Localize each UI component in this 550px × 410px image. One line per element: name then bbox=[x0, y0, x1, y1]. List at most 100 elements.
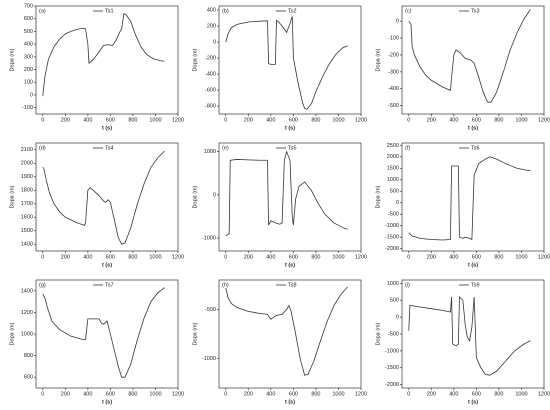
y-tick-label: 300 bbox=[24, 54, 33, 60]
y-axis-label: Dopa (m) bbox=[375, 185, 381, 208]
y-axis-label: Dopa (m) bbox=[9, 322, 15, 345]
panel-label: (a) bbox=[39, 8, 46, 14]
x-tick-label: 0 bbox=[407, 117, 410, 123]
x-tick-label: 1000 bbox=[149, 117, 161, 123]
panel: 0 200 400 600 800 1000 1200 -800 -600 -400 -200 0 20… bbox=[192, 5, 367, 131]
y-tick-label: 2500 bbox=[387, 143, 399, 149]
x-axis-label: t (s) bbox=[102, 125, 112, 131]
panel-label: (g) bbox=[39, 282, 46, 288]
plot-frame bbox=[401, 142, 545, 252]
x-tick-label: 800 bbox=[494, 391, 503, 397]
y-axis-label: Dopa (m) bbox=[375, 48, 381, 71]
y-tick-label: -200 bbox=[388, 52, 399, 58]
panel: 0 200 400 600 800 1000 1200 -100 0 100 200 300 400 50… bbox=[9, 3, 184, 131]
plot-frame bbox=[401, 279, 545, 389]
data-line bbox=[408, 295, 531, 376]
x-tick-label: 1200 bbox=[538, 117, 550, 123]
y-tick-label: 2100 bbox=[21, 147, 33, 153]
legend-label: Ts8 bbox=[288, 282, 297, 288]
y-tick-label: 2000 bbox=[21, 161, 33, 167]
x-tick-label: 600 bbox=[472, 117, 481, 123]
y-tick-label: -500 bbox=[388, 103, 399, 109]
y-tick-label: 500 bbox=[390, 298, 399, 304]
y-tick-label: -1000 bbox=[202, 356, 216, 362]
y-tick-label: 1800 bbox=[21, 188, 33, 194]
legend-label: Ts7 bbox=[105, 282, 114, 288]
panel-label: (d) bbox=[39, 145, 46, 151]
data-line bbox=[225, 150, 348, 237]
y-tick-label: -300 bbox=[388, 69, 399, 75]
panel-label: (c) bbox=[405, 8, 412, 14]
x-tick-label: 0 bbox=[41, 391, 44, 397]
y-tick-label: 2000 bbox=[387, 154, 399, 160]
y-axis-label: Dopa (m) bbox=[192, 48, 198, 71]
y-tick-label: -500 bbox=[388, 212, 399, 218]
y-tick-label: 400 bbox=[207, 7, 216, 13]
panel-label: (f) bbox=[405, 145, 410, 151]
x-tick-label: 200 bbox=[61, 254, 70, 260]
panel: 0 200 400 600 800 1000 1200 600 800 1000 1200 1400 t… bbox=[9, 279, 184, 405]
x-tick-label: 0 bbox=[407, 391, 410, 397]
panel: 0 200 400 600 800 1000 1200 -2000 -1500 -1000 -500… bbox=[375, 279, 550, 405]
x-tick-label: 400 bbox=[266, 117, 275, 123]
x-axis-label: t (s) bbox=[468, 399, 478, 405]
x-tick-label: 400 bbox=[266, 391, 275, 397]
y-axis-label: Dopa (m) bbox=[9, 48, 15, 71]
y-tick-label: 0 bbox=[396, 315, 399, 321]
y-tick-label: 1500 bbox=[387, 166, 399, 172]
y-axis-label: Dopa (m) bbox=[9, 185, 15, 208]
x-tick-label: 600 bbox=[472, 391, 481, 397]
plot-frame bbox=[218, 279, 362, 389]
legend-label: Ts9 bbox=[471, 282, 480, 288]
x-tick-label: 400 bbox=[83, 117, 92, 123]
plot-frame bbox=[401, 5, 545, 115]
y-tick-label: 400 bbox=[24, 42, 33, 48]
y-tick-label: 0 bbox=[213, 192, 216, 198]
y-tick-label: 1900 bbox=[21, 174, 33, 180]
y-tick-label: 1000 bbox=[387, 281, 399, 287]
x-tick-label: 1200 bbox=[538, 254, 550, 260]
y-tick-label: 1400 bbox=[21, 288, 33, 294]
x-axis-label: t (s) bbox=[102, 399, 112, 405]
y-tick-label: -100 bbox=[388, 36, 399, 42]
x-tick-label: 600 bbox=[106, 254, 115, 260]
x-tick-label: 600 bbox=[289, 254, 298, 260]
panel-label: (e) bbox=[222, 145, 229, 151]
legend-label: Ts3 bbox=[471, 8, 480, 14]
x-tick-label: 200 bbox=[427, 391, 436, 397]
y-tick-label: -1500 bbox=[385, 365, 399, 371]
x-tick-label: 800 bbox=[494, 117, 503, 123]
x-tick-label: 200 bbox=[244, 391, 253, 397]
data-line bbox=[225, 286, 348, 376]
panel-label: (h) bbox=[222, 282, 229, 288]
legend-label: Ts5 bbox=[288, 145, 297, 151]
x-axis-label: t (s) bbox=[285, 399, 295, 405]
x-tick-label: 1000 bbox=[515, 117, 527, 123]
panel: 0 200 400 600 800 1000 1200 -1000 -500 t (s) Dopa … bbox=[192, 279, 367, 405]
y-tick-label: -800 bbox=[205, 103, 216, 109]
y-tick-label: 0 bbox=[30, 92, 33, 98]
data-line bbox=[42, 12, 165, 97]
plot-frame bbox=[35, 142, 179, 252]
x-tick-label: 1200 bbox=[172, 117, 184, 123]
y-tick-label: 700 bbox=[24, 3, 33, 9]
y-tick-label: 1000 bbox=[387, 177, 399, 183]
x-tick-label: 400 bbox=[83, 254, 92, 260]
y-tick-label: -500 bbox=[388, 331, 399, 337]
y-tick-label: 200 bbox=[207, 23, 216, 29]
y-tick-label: 1500 bbox=[21, 228, 33, 234]
legend-label: Ts4 bbox=[105, 145, 114, 151]
legend-label: Ts1 bbox=[105, 8, 114, 14]
data-line bbox=[225, 16, 348, 110]
x-tick-label: 0 bbox=[224, 254, 227, 260]
legend-label: Ts2 bbox=[288, 8, 297, 14]
x-tick-label: 800 bbox=[311, 391, 320, 397]
x-tick-label: 0 bbox=[224, 117, 227, 123]
plot-frame bbox=[218, 142, 362, 252]
x-tick-label: 1000 bbox=[515, 254, 527, 260]
x-tick-label: 1000 bbox=[332, 391, 344, 397]
x-tick-label: 1200 bbox=[355, 391, 367, 397]
y-tick-label: 100 bbox=[24, 80, 33, 86]
x-tick-label: 0 bbox=[224, 391, 227, 397]
